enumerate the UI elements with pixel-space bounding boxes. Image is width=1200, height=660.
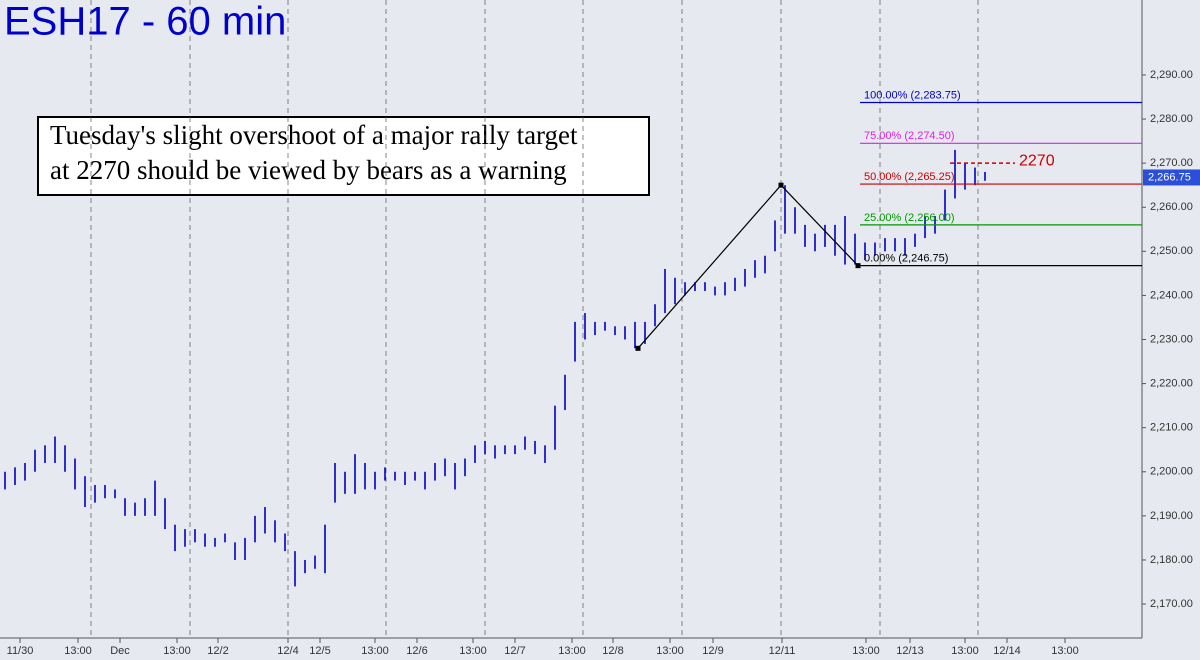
x-tick-label: 13:00 [64, 645, 92, 657]
fib-label: 25.00% (2,256.00) [864, 212, 955, 224]
y-tick-label: 2,210.00 [1150, 422, 1193, 434]
zigzag [637, 184, 859, 349]
x-tick-label: 12/14 [993, 645, 1021, 657]
x-tick-label: Dec [110, 645, 130, 657]
y-tick-label: 2,270.00 [1150, 157, 1193, 169]
x-tick-label: 12/9 [702, 645, 723, 657]
x-tick-label: 13:00 [163, 645, 191, 657]
y-tick-label: 2,200.00 [1150, 466, 1193, 478]
x-tick-label: 13:00 [852, 645, 880, 657]
last-price-tag [1143, 169, 1200, 186]
x-tick-label: 12/13 [896, 645, 924, 657]
x-tick-label: 13:00 [459, 645, 487, 657]
x-tick-label: 13:00 [656, 645, 684, 657]
fib-label: 75.00% (2,274.50) [864, 130, 955, 142]
annotation: at 2270 should be viewed by bears as a w… [50, 155, 567, 185]
chart-title: ESH17 - 60 min [4, 0, 286, 44]
y-tick-label: 2,250.00 [1150, 245, 1193, 257]
x-tick-label: 13:00 [558, 645, 586, 657]
x-tick-label: 12/4 [277, 645, 298, 657]
y-tick-label: 2,170.00 [1150, 598, 1193, 610]
x-tick-label: 12/5 [309, 645, 330, 657]
last-price-label: 2,266.75 [1148, 171, 1191, 183]
y-tick-label: 2,220.00 [1150, 377, 1193, 389]
zigzag-point [855, 263, 861, 269]
target-label: 2270 [1019, 152, 1055, 169]
y-tick-label: 2,260.00 [1150, 201, 1193, 213]
x-tick-label: 12/7 [504, 645, 525, 657]
annotation: Tuesday's slight overshoot of a major ra… [50, 120, 578, 150]
y-tick-label: 2,230.00 [1150, 333, 1193, 345]
fib-label: 100.00% (2,283.75) [864, 89, 961, 101]
y-tick-label: 2,190.00 [1150, 510, 1193, 522]
x-tick-label: 12/2 [207, 645, 228, 657]
x-tick-label: 11/30 [7, 645, 34, 657]
y-tick-label: 2,180.00 [1150, 554, 1193, 566]
y-tick-label: 2,280.00 [1150, 113, 1193, 125]
x-tick-label: 13:00 [1051, 645, 1079, 657]
zigzag-point [778, 182, 784, 188]
x-tick-label: 12/11 [769, 645, 796, 657]
y-tick-label: 2,290.00 [1150, 69, 1193, 81]
fib-label: 50.00% (2,265.25) [864, 171, 955, 183]
x-tick-label: 13:00 [951, 645, 979, 657]
annotation-box [37, 116, 650, 196]
x-tick-label: 13:00 [361, 645, 389, 657]
y-tick-label: 2,240.00 [1150, 289, 1193, 301]
x-tick-label: 12/8 [602, 645, 623, 657]
x-tick-label: 12/6 [406, 645, 427, 657]
fib-label: 0.00% (2,246.75) [864, 253, 948, 265]
zigzag-point [635, 345, 641, 351]
